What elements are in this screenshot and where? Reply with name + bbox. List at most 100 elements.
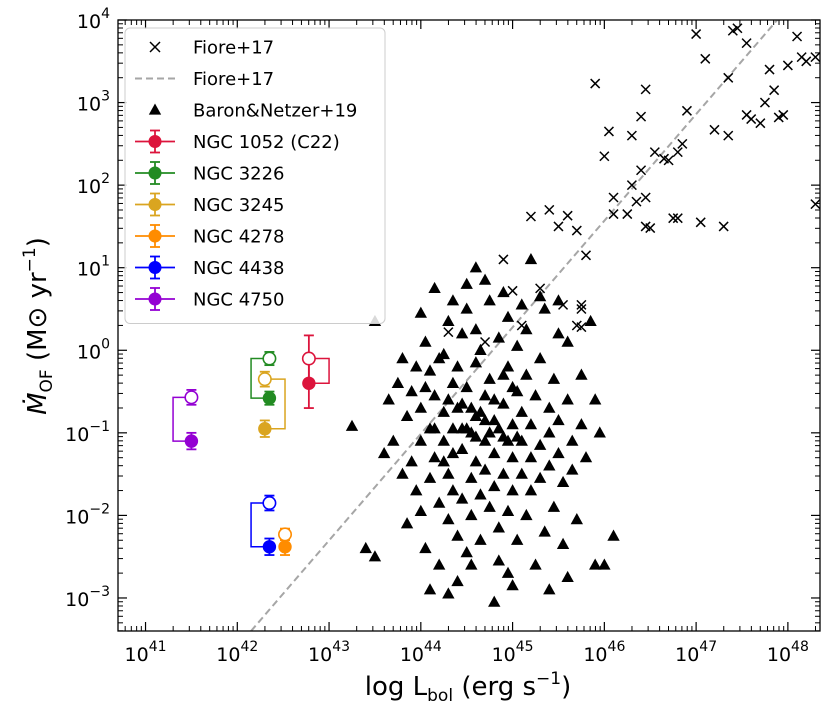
fiore-point-stroke-b — [636, 111, 647, 122]
fiore-point-stroke-b — [603, 126, 614, 137]
baron-point-49 — [465, 471, 478, 483]
y-tick-exponent: 4 — [101, 6, 110, 22]
baron-point-20 — [419, 335, 432, 347]
fiore-point-0 — [443, 327, 454, 338]
baron-point-45 — [460, 546, 473, 558]
legend-label: NGC 1052 (C22) — [193, 132, 340, 153]
baron-point-27 — [433, 558, 446, 570]
baron-point-88 — [524, 418, 538, 430]
baron-point-23 — [423, 471, 437, 483]
fiore-point-57 — [778, 109, 789, 120]
baron-point-61 — [483, 500, 496, 512]
legend-label: NGC 3226 — [193, 164, 285, 185]
baron-point-26 — [428, 451, 441, 463]
x-tick-exponent: 47 — [699, 639, 717, 655]
baron-point-124 — [465, 401, 478, 413]
fiore-point-34 — [672, 147, 683, 158]
fiore-point-stroke-b — [746, 114, 757, 125]
legend-label: Fiore+17 — [193, 69, 274, 90]
baron-point-95 — [533, 471, 547, 483]
baron-point-107 — [556, 475, 570, 488]
series-ngc-1052-c22- — [301, 334, 330, 409]
legend-item: NGC 4750 — [135, 287, 285, 311]
fiore-point-40 — [691, 29, 702, 40]
fiore-point-32 — [649, 147, 660, 158]
legend-label: NGC 4278 — [193, 227, 285, 248]
x-tick-exponent: 43 — [332, 639, 350, 655]
baron-point-156 — [589, 558, 602, 570]
baron-point-106 — [556, 537, 570, 549]
fiore-relation-line — [250, 20, 779, 631]
series-bracket — [250, 502, 270, 548]
baron-point-132 — [442, 393, 455, 405]
baron-point-31 — [437, 434, 450, 446]
x-axis-title-rest: (erg s — [453, 672, 536, 702]
y-tick-label: 10−1 — [65, 419, 110, 446]
legend-marker-icon — [148, 229, 162, 243]
fiore-point-stroke-b — [759, 97, 770, 108]
baron-point-127 — [492, 422, 505, 434]
baron-point-117 — [589, 393, 602, 405]
x-tick-exponent: 42 — [240, 639, 258, 655]
fiore-point-38 — [672, 213, 683, 224]
baron-point-108 — [561, 393, 574, 405]
x-tick-label: 1045 — [492, 639, 534, 666]
baron-point-91 — [529, 558, 542, 570]
y-axis-title-sup: −1 — [20, 247, 40, 272]
baron-point-135 — [469, 430, 483, 442]
x-tick-base: 10 — [767, 644, 791, 666]
baron-point-34 — [442, 314, 455, 327]
series-ngc-4278 — [278, 527, 293, 556]
x-tick-exponent: 48 — [791, 639, 809, 655]
baron-point-57 — [474, 343, 487, 355]
baron-point-157 — [607, 529, 620, 541]
fiore-point-51 — [746, 114, 757, 125]
fiore-point-stroke-b — [636, 165, 647, 176]
baron-point-145 — [533, 290, 547, 302]
baron-point-150 — [423, 583, 437, 595]
legend-label: NGC 4438 — [193, 258, 285, 279]
baron-point-89 — [524, 451, 538, 463]
y-axis-title: ṀOF (M⊙ yr−1) — [20, 237, 57, 415]
x-tick-base: 10 — [308, 644, 332, 666]
baron-point-152 — [488, 595, 501, 607]
baron-point-19 — [419, 541, 432, 554]
series-bracket — [308, 357, 330, 385]
baron-point-100 — [543, 459, 556, 471]
legend-item: Fiore+17 — [149, 38, 274, 59]
fiore-point-26 — [636, 111, 647, 122]
fiore-point-stroke-b — [544, 204, 555, 215]
baron-point-131 — [433, 352, 446, 364]
baron-point-6 — [387, 434, 400, 446]
fiore-point-stroke-b — [622, 209, 633, 220]
fiore-point-42 — [709, 124, 720, 135]
baron-point-120 — [428, 422, 441, 434]
legend: Fiore+17 Fiore+17 Baron&Netzer+19 NGC 1052 … — [124, 27, 386, 324]
series-ngc-3226 — [250, 351, 277, 406]
legend-label: Baron&Netzer+19 — [193, 101, 357, 122]
legend-marker-icon — [148, 261, 162, 274]
fiore-point-stroke-b — [507, 285, 518, 296]
y-tick-label: 101 — [77, 254, 110, 281]
fiore-point-12 — [516, 320, 527, 331]
baron-point-87 — [520, 323, 533, 335]
fiore-point-36 — [663, 155, 674, 166]
x-axis-title: log Lbol (erg s−1) — [365, 669, 571, 706]
fiore-point-5 — [553, 221, 564, 232]
baron-point-115 — [579, 451, 593, 463]
x-tick-base: 10 — [583, 644, 607, 666]
x-tick-exponent: 45 — [516, 639, 534, 655]
fiore-point-1 — [480, 336, 491, 348]
fiore-point-27 — [636, 165, 647, 176]
axes-layer: 1041 1042 1043 1044 1045 1046 1047 104810−310−2… — [65, 6, 821, 666]
fiore-point-52 — [755, 118, 766, 129]
fiore-point-25 — [631, 196, 642, 207]
baron-point-66 — [488, 480, 501, 492]
fiore-point-stroke-b — [590, 78, 601, 89]
fiore-point-stroke-b — [727, 25, 738, 36]
fiore-point-stroke-b — [498, 254, 509, 265]
series-ngc-3245 — [257, 370, 286, 438]
baron-point-56 — [474, 533, 487, 545]
fiore-point-stroke-b — [801, 56, 812, 67]
fiore-point-43 — [718, 221, 729, 232]
